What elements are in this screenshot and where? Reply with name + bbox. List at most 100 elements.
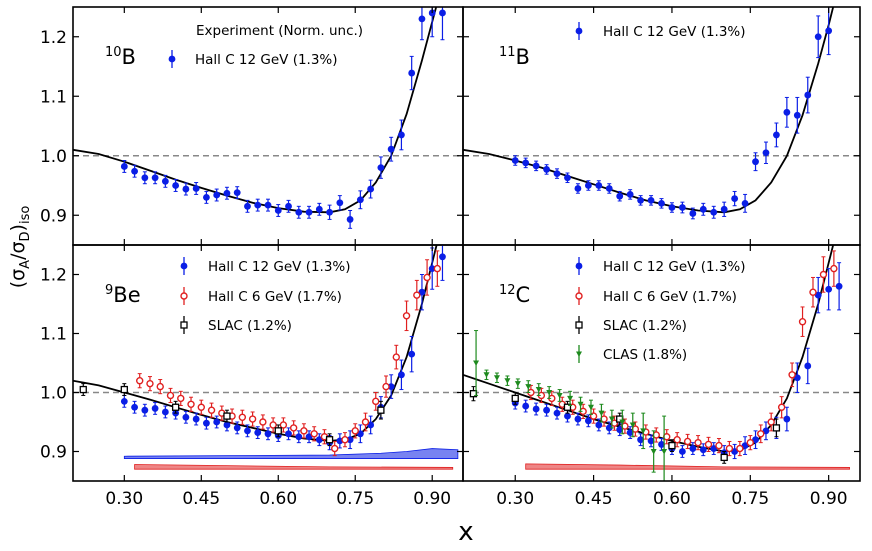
data-point — [825, 27, 833, 35]
data-point — [156, 382, 164, 391]
data-point — [605, 424, 613, 432]
data-point — [661, 449, 668, 455]
data-point — [762, 427, 770, 435]
legend-label: CLAS (1.8%) — [603, 347, 687, 363]
data-point — [595, 421, 603, 429]
data-point — [192, 415, 200, 423]
data-point — [300, 427, 308, 435]
data-point — [637, 436, 645, 444]
data-point — [172, 182, 180, 189]
data-point — [136, 377, 144, 385]
data-point — [522, 402, 530, 410]
data-point — [166, 391, 175, 400]
data-point — [433, 264, 442, 273]
data-point — [564, 174, 571, 182]
data-point — [814, 291, 822, 299]
legend-entry: SLAC (1.2%) — [180, 316, 292, 334]
legend-entry: Hall C 12 GeV (1.3%) — [575, 257, 746, 275]
data-point — [725, 444, 734, 453]
x-tick-label: 0.30 — [496, 489, 534, 509]
data-point — [341, 436, 349, 444]
data-point — [146, 379, 154, 388]
data-point — [715, 441, 723, 450]
data-point — [418, 15, 426, 23]
legend-entry: Hall C 12 GeV (1.3%) — [168, 50, 338, 68]
plot-area — [73, 245, 463, 470]
panel-frame — [462, 244, 861, 482]
legend-label: SLAC (1.2%) — [603, 318, 687, 334]
data-point — [223, 421, 231, 429]
legend-marker — [180, 321, 188, 329]
data-point — [595, 182, 603, 189]
data-point — [398, 371, 405, 379]
data-point — [683, 437, 692, 446]
data-point — [177, 394, 185, 403]
data-point — [532, 405, 540, 413]
legend-marker — [575, 262, 583, 270]
data-point — [382, 382, 390, 391]
data-point — [619, 419, 626, 425]
data-point — [413, 291, 421, 299]
data-point — [192, 185, 200, 192]
data-point — [678, 204, 686, 211]
y-tick-label: 1.2 — [40, 266, 67, 286]
data-point — [699, 446, 707, 454]
x-tick-label: 0.75 — [731, 489, 769, 509]
data-point — [574, 185, 582, 192]
data-point — [678, 448, 686, 455]
legend-label: Hall C 6 GeV (1.7%) — [603, 289, 737, 305]
legend-label: SLAC (1.2%) — [208, 318, 292, 334]
data-point — [819, 270, 828, 279]
data-point — [598, 410, 605, 417]
data-point — [213, 418, 221, 426]
series-2 — [79, 383, 385, 447]
y-tick-label: 0.9 — [40, 443, 67, 463]
data-point — [546, 390, 553, 396]
data-point — [161, 408, 169, 416]
data-point — [640, 428, 647, 434]
data-point — [525, 384, 532, 390]
data-point — [736, 444, 744, 453]
data-point — [295, 208, 303, 216]
data-point — [574, 415, 582, 423]
data-point — [668, 441, 676, 450]
data-point — [233, 424, 241, 432]
series-0 — [511, 7, 833, 220]
data-point — [532, 162, 540, 170]
data-point — [356, 196, 364, 204]
data-point — [587, 404, 594, 411]
data-point — [731, 195, 739, 202]
y-tick-label: 1.1 — [40, 87, 67, 107]
data-point — [783, 108, 791, 116]
data-point — [120, 397, 128, 405]
data-point — [788, 371, 796, 379]
data-point — [556, 392, 563, 399]
theory-curve — [73, 245, 438, 442]
data-point — [626, 191, 634, 198]
panel-11B: 11B Hall C 12 GeV (1.3%) — [462, 6, 861, 246]
legend-entry: Hall C 12 GeV (1.3%) — [180, 257, 351, 275]
nucleus-label: 9Be — [105, 283, 141, 307]
data-point — [720, 453, 728, 462]
legend-marker — [575, 27, 583, 35]
data-point — [720, 205, 728, 213]
data-point — [274, 427, 282, 435]
data-point — [351, 427, 359, 435]
data-point — [564, 412, 571, 420]
data-point — [689, 445, 697, 452]
data-point — [650, 449, 657, 455]
x-axis-label: x — [458, 517, 473, 547]
data-point — [731, 448, 739, 455]
data-point — [830, 264, 838, 273]
x-tick-label: 0.90 — [413, 489, 451, 509]
data-point — [567, 395, 574, 402]
data-point — [161, 177, 169, 185]
legend-label: Hall C 12 GeV (1.3%) — [195, 52, 338, 68]
panel-frame — [462, 6, 861, 246]
data-point — [584, 417, 592, 425]
data-point — [269, 421, 277, 429]
data-point — [182, 413, 190, 421]
data-point — [825, 285, 833, 293]
data-point — [141, 174, 149, 182]
